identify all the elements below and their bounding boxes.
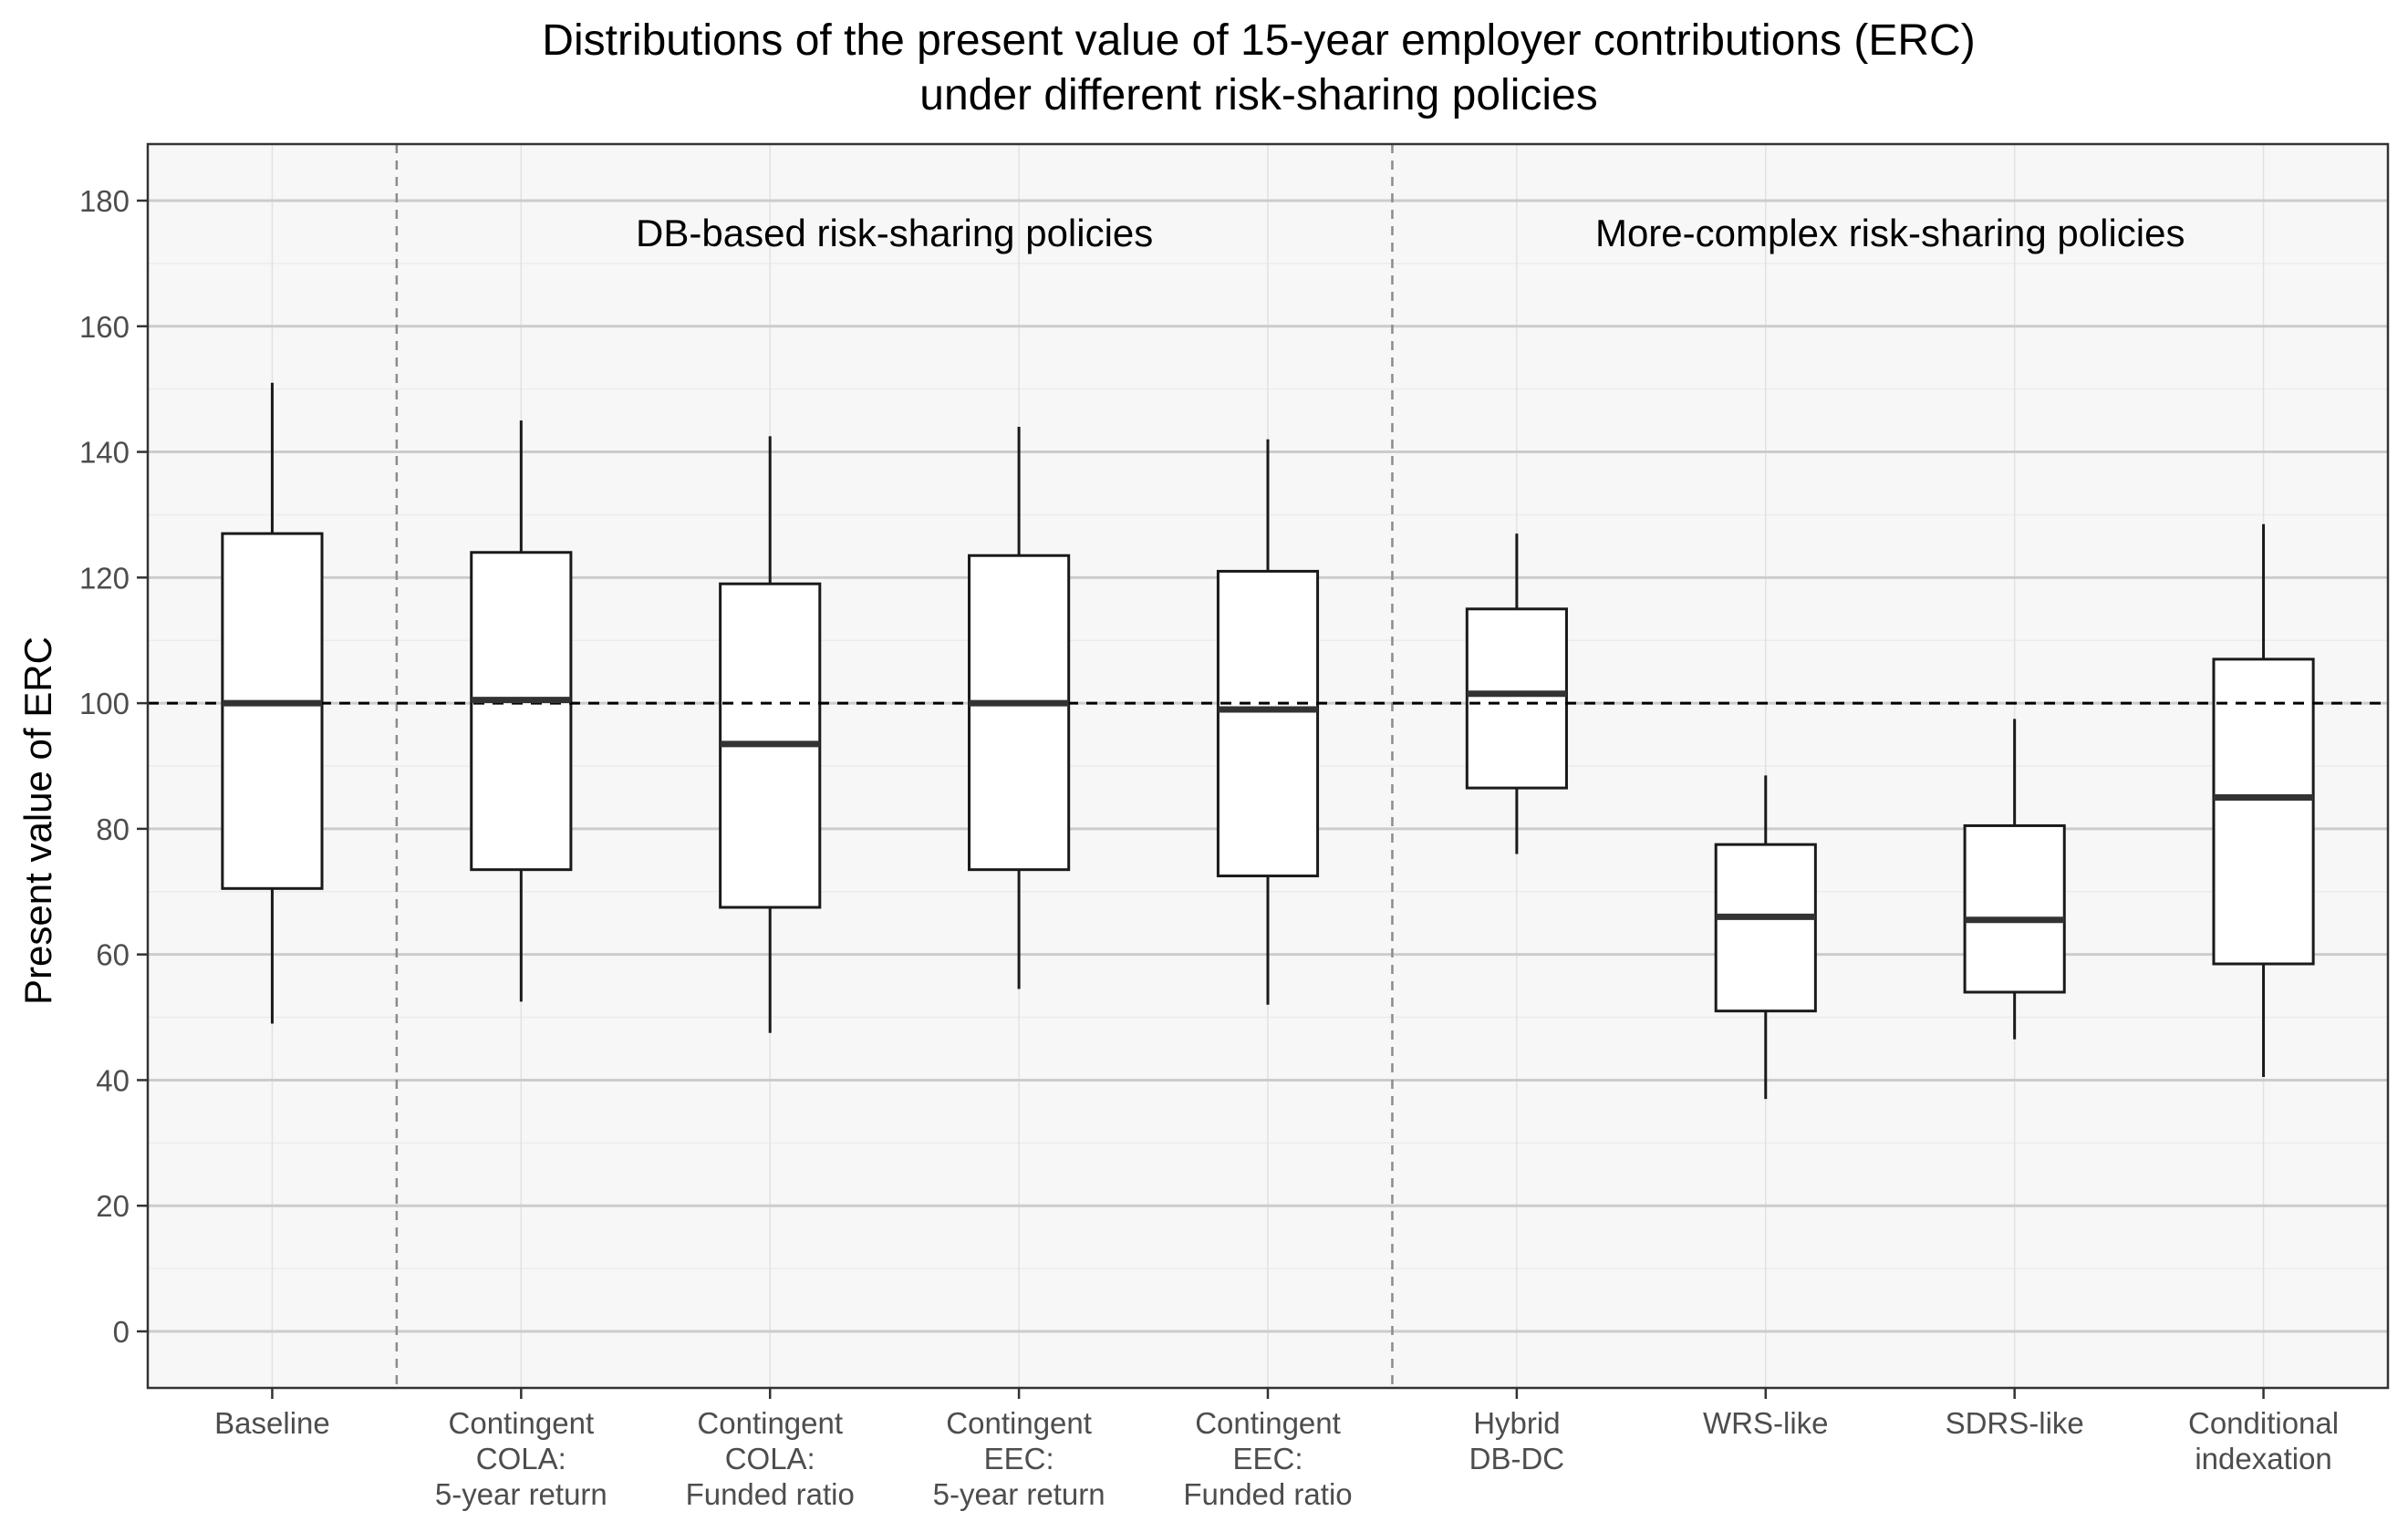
chart-title: Distributions of the present value of 15… [542,16,1975,65]
box [1714,843,1817,1013]
y-tick-label: 40 [96,1063,130,1097]
x-tick-label: EEC: [984,1442,1054,1475]
group-label: More-complex risk-sharing policies [1595,212,2185,254]
x-tick-label: Hybrid [1473,1406,1560,1440]
x-tick-label: Contingent [1195,1406,1341,1440]
x-tick-label: COLA: [725,1442,815,1475]
x-tick-label: Contingent [946,1406,1092,1440]
x-tick-label: Contingent [697,1406,843,1440]
plot-area: DB-based risk-sharing policies More-compl… [79,142,2390,1511]
box [1963,823,2066,994]
x-tick-label: EEC: [1232,1442,1303,1475]
x-tick-label: DB-DC [1469,1442,1565,1475]
x-tick-label: indexation [2195,1442,2331,1475]
y-tick-label: 160 [79,310,130,344]
x-tick-label: SDRS-like [1946,1406,2084,1440]
box [470,551,573,872]
x-tick-label: Funded ratio [686,1477,855,1511]
y-axis-label: Present value of ERC [16,637,59,1005]
x-tick-label: 5-year return [435,1477,607,1511]
box [968,554,1071,872]
box [1465,607,1568,790]
x-tick-label: WRS-like [1703,1406,1829,1440]
y-tick-label: 140 [79,436,130,470]
x-tick-label: Contingent [449,1406,595,1440]
group-label: DB-based risk-sharing policies [636,212,1153,254]
y-tick-label: 60 [96,938,130,972]
y-tick-label: 80 [96,813,130,846]
y-tick-label: 180 [79,184,130,218]
y-tick-label: 100 [79,687,130,720]
x-tick-label: Baseline [214,1406,330,1440]
y-tick-label: 120 [79,561,130,595]
x-tick-label: Funded ratio [1183,1477,1352,1511]
box [221,532,324,890]
y-tick-label: 20 [96,1189,130,1223]
box [2212,657,2315,966]
y-tick-label: 0 [113,1315,130,1349]
chart-subtitle: under different risk-sharing policies [919,71,1597,119]
x-tick-label: COLA: [476,1442,566,1475]
box [1216,569,1320,878]
x-tick-label: 5-year return [933,1477,1105,1511]
x-tick-label: Conditional [2188,1406,2339,1440]
